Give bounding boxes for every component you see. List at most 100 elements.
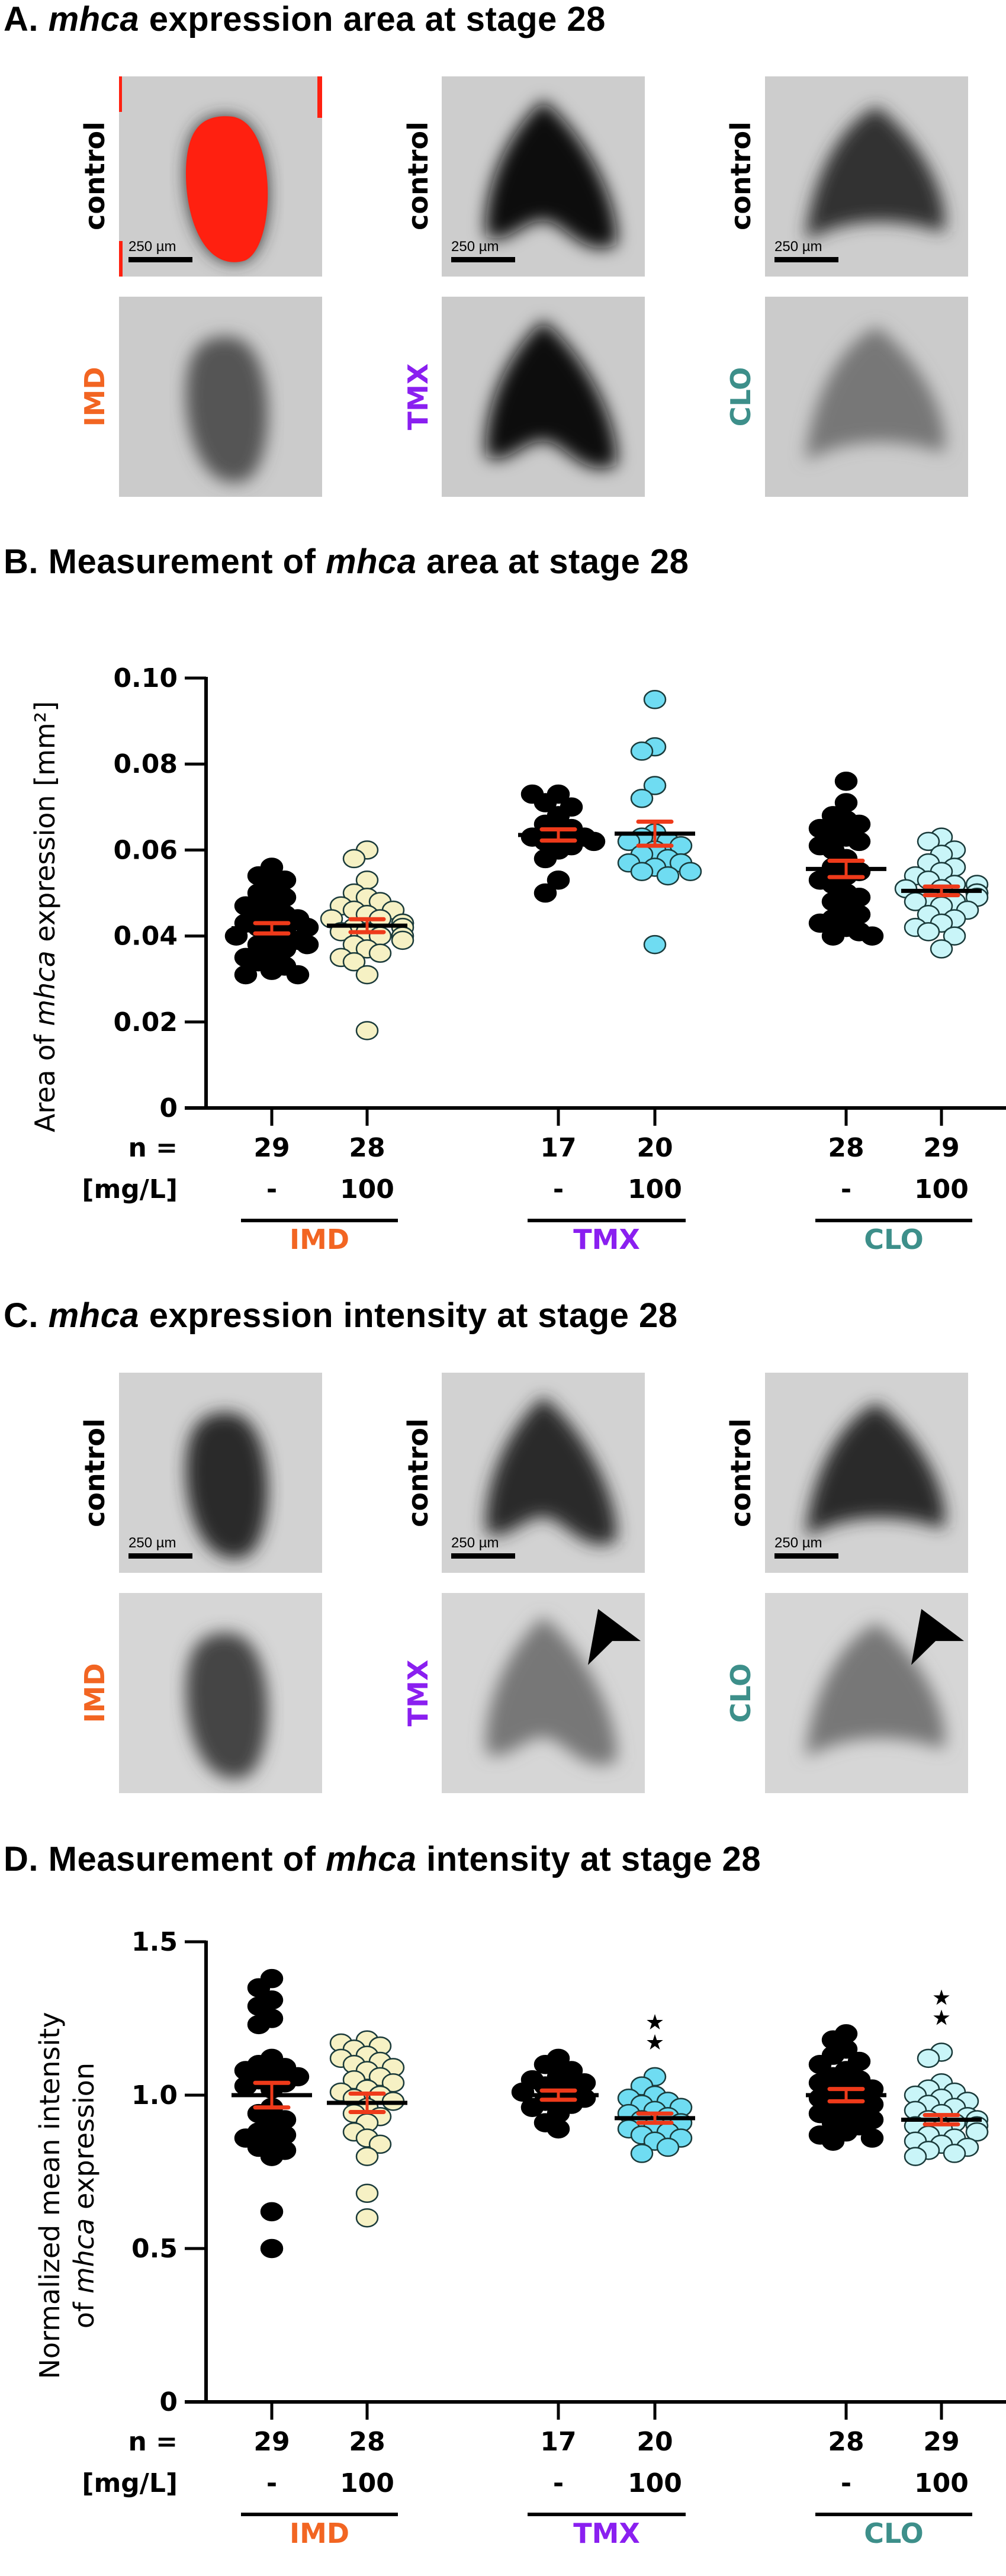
- data-point: [355, 1021, 379, 1040]
- panel-a-treated-label-clo-text: CLO: [725, 367, 757, 427]
- significance-star: ★: [932, 1986, 951, 2010]
- data-point: [368, 2134, 392, 2154]
- panel-c-control-image-1: 250 µm: [119, 1373, 322, 1573]
- scale-bar-label: 250 µm: [774, 239, 822, 255]
- data-point: [847, 831, 871, 852]
- panel-a-control-label-2-text: control: [402, 121, 434, 230]
- panel-c-treated-label-clo-text: CLO: [725, 1663, 757, 1723]
- expression-region: [486, 1617, 617, 1765]
- panel-a-control-label-3: control: [723, 75, 758, 277]
- data-point: [355, 2208, 379, 2228]
- y-tick-label: 0: [159, 2387, 178, 2417]
- n-value: 28: [828, 1133, 864, 1163]
- n-value: 28: [349, 1133, 385, 1163]
- scale-bar-line: [128, 257, 192, 262]
- data-point: [656, 866, 680, 886]
- dose-value: 100: [628, 1174, 682, 1205]
- data-point: [808, 913, 832, 933]
- data-point: [355, 965, 379, 985]
- dose-value: 100: [340, 2468, 394, 2498]
- threshold-overlay: [185, 116, 268, 262]
- dose-value: -: [841, 1174, 851, 1205]
- panel-d-title-pre: Measurement of: [48, 1840, 326, 1878]
- data-point: [917, 2048, 940, 2068]
- panel-c-title-text: expression intensity at stage 28: [139, 1296, 678, 1335]
- panel-c-treated-label-imd: IMD: [77, 1592, 113, 1794]
- n-value: 20: [637, 1133, 673, 1163]
- expression-region: [486, 320, 617, 469]
- panel-c-control-label-2-text: control: [402, 1418, 434, 1527]
- dose-value: -: [553, 2468, 564, 2498]
- scale-bar-line: [451, 257, 515, 262]
- dose-value: -: [841, 2468, 851, 2498]
- data-point: [630, 741, 654, 761]
- scale-bar-label: 250 µm: [128, 239, 176, 255]
- dose-row-label: [mg/L]: [82, 2468, 178, 2498]
- data-point: [643, 776, 667, 795]
- panel-a-treated-label-imd-text: IMD: [79, 367, 111, 427]
- panel-a-treated-label-imd: IMD: [77, 296, 113, 497]
- scale-bar-label: 250 µm: [451, 239, 499, 255]
- data-point: [917, 922, 940, 942]
- compound-label-tmx: TMX: [573, 1223, 640, 1255]
- panel-a-control-label-1: control: [77, 75, 113, 277]
- data-point: [547, 2119, 570, 2139]
- data-point: [643, 934, 667, 955]
- data-point: [355, 2147, 379, 2166]
- panel-c-letter: C.: [4, 1296, 38, 1335]
- panel-a-treated-label-clo: CLO: [723, 296, 758, 497]
- panel-c-control-label-3-text: control: [725, 1418, 757, 1527]
- panel-a-control-image-2: 250 µm: [442, 76, 645, 277]
- data-point: [391, 930, 414, 950]
- expression-region: [805, 326, 945, 461]
- n-row-label: n =: [128, 2427, 178, 2457]
- data-point: [821, 926, 845, 946]
- dose-value: 100: [914, 2468, 969, 2498]
- data-point: [355, 2183, 379, 2204]
- panel-a-title: A. mhca expression area at stage 28: [4, 0, 606, 39]
- panel-b-letter: B.: [4, 542, 38, 581]
- panel-a-control-image-1: 250 µm: [119, 76, 322, 277]
- panel-a-control-label-2: control: [400, 75, 436, 277]
- panel-a-title-text: expression area at stage 28: [139, 0, 606, 38]
- scale-bar-line: [128, 1553, 192, 1559]
- n-value: 29: [253, 2427, 290, 2457]
- panel-a-treated-image-clo: [765, 297, 968, 497]
- panel-d-letter: D.: [4, 1840, 38, 1878]
- n-row-label: n =: [128, 1133, 178, 1163]
- scale-bar-label: 250 µm: [774, 1535, 822, 1551]
- expression-region: [185, 336, 268, 483]
- y-tick-label: 0.10: [113, 663, 178, 693]
- expression-region: [185, 1412, 268, 1559]
- n-value: 28: [349, 2427, 385, 2457]
- compound-label-tmx: TMX: [573, 2517, 640, 2549]
- n-value: 29: [923, 2427, 959, 2457]
- panel-c-control-image-2: 250 µm: [442, 1373, 645, 1573]
- expression-region: [486, 1396, 617, 1545]
- significance-star: ★: [645, 2031, 664, 2055]
- data-point: [260, 2238, 284, 2259]
- scale-bar-line: [451, 1553, 515, 1559]
- data-point: [260, 2202, 284, 2222]
- arrowhead-icon: [587, 1609, 641, 1665]
- data-point: [234, 965, 258, 985]
- compound-label-imd: IMD: [290, 2517, 349, 2549]
- data-point: [656, 2137, 680, 2157]
- data-point: [260, 961, 284, 980]
- data-point: [260, 2147, 284, 2166]
- panel-a-treated-image-imd: [119, 297, 322, 497]
- data-point: [965, 2122, 989, 2142]
- n-value: 17: [540, 2427, 576, 2457]
- data-point: [520, 2098, 544, 2117]
- panel-b-title-text: area at stage 28: [416, 542, 689, 581]
- panel-d-title-gene: mhca: [326, 1840, 417, 1878]
- dose-row-label: [mg/L]: [82, 1174, 178, 1205]
- scale-bar: 250 µm: [774, 239, 840, 262]
- panel-b-title: B. Measurement of mhca area at stage 28: [4, 542, 689, 582]
- scale-bar-label: 250 µm: [128, 1535, 176, 1551]
- data-point: [930, 939, 953, 959]
- dose-value: -: [266, 1174, 277, 1205]
- data-point: [821, 2131, 845, 2151]
- panel-c-control-label-1: control: [77, 1372, 113, 1573]
- panel-b-title-pre: Measurement of: [48, 542, 326, 581]
